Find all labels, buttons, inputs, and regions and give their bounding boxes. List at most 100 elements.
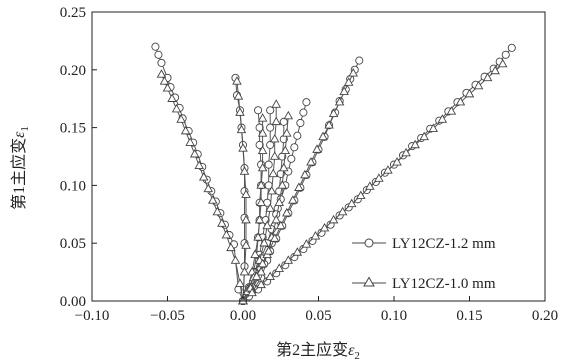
data-point-triangle — [437, 114, 448, 123]
data-point-triangle — [348, 68, 359, 77]
data-point-triangle — [410, 139, 420, 149]
data-point-circle — [293, 131, 302, 140]
data-point-triangle — [300, 169, 310, 179]
data-point-triangle — [464, 88, 475, 98]
data-point-triangle — [257, 162, 268, 172]
y-tick-label: 0.00 — [60, 294, 86, 310]
series-layer — [151, 42, 516, 306]
data-point-triangle — [490, 65, 500, 75]
data-point-triangle — [247, 287, 257, 297]
data-point-triangle — [319, 222, 330, 232]
x-tick-label: 0.15 — [456, 308, 482, 324]
data-point-triangle — [241, 189, 251, 198]
data-point-triangle — [446, 106, 457, 115]
data-point-triangle — [269, 133, 280, 143]
data-point-circle — [287, 154, 296, 163]
data-point-triangle — [230, 255, 241, 264]
data-point-triangle — [268, 168, 278, 178]
data-point-circle — [254, 106, 263, 115]
data-point-triangle — [328, 214, 339, 224]
data-point-triangle — [167, 93, 177, 102]
series-line — [161, 74, 244, 302]
data-point-triangle — [294, 182, 304, 191]
data-point-triangle — [334, 96, 345, 106]
data-point-triangle — [280, 145, 291, 154]
data-point-circle — [299, 108, 308, 117]
data-point-triangle — [159, 76, 170, 85]
data-point-triangle — [278, 162, 289, 172]
y-tick-label: 0.25 — [60, 5, 86, 21]
data-point-triangle — [235, 107, 245, 116]
data-point-triangle — [419, 131, 429, 141]
data-point-triangle — [232, 76, 242, 85]
x-tick-label: 0.10 — [381, 308, 407, 324]
data-point-triangle — [257, 145, 268, 154]
data-point-triangle — [241, 214, 251, 224]
data-point-circle — [296, 118, 305, 128]
data-point-triangle — [282, 207, 292, 217]
data-point-triangle — [180, 125, 191, 135]
data-point-triangle — [374, 173, 384, 182]
data-point-circle — [355, 56, 364, 65]
data-point-triangle — [473, 80, 484, 90]
data-point-triangle — [156, 69, 167, 78]
data-point-triangle — [263, 246, 274, 255]
data-point-triangle — [282, 128, 292, 137]
data-point-triangle — [257, 128, 268, 137]
y-tick-label: 0.05 — [60, 236, 86, 252]
series-1 — [151, 42, 516, 306]
data-point-triangle — [194, 160, 204, 169]
legend-item-series-2: LY12CZ-1.0 mm — [352, 276, 496, 292]
data-point-triangle — [256, 197, 266, 206]
data-point-triangle — [428, 123, 439, 133]
data-point-triangle — [497, 58, 508, 68]
legend-marker-triangle-icon — [363, 276, 375, 287]
x-axis-title-subscript: 2 — [354, 350, 360, 361]
y-tick-label: 0.15 — [60, 121, 86, 137]
data-point-triangle — [256, 279, 266, 289]
x-tick-label: 0.05 — [305, 308, 331, 324]
legend: LY12CZ-1.2 mm LY12CZ-1.0 mm — [352, 236, 496, 292]
data-point-triangle — [198, 172, 209, 181]
data-point-triangle — [162, 83, 173, 92]
data-point-triangle — [257, 258, 268, 268]
data-point-triangle — [185, 137, 195, 146]
data-point-circle — [151, 42, 160, 51]
data-point-triangle — [271, 214, 281, 224]
data-point-circle — [501, 50, 510, 59]
data-point-circle — [290, 143, 299, 152]
data-point-triangle — [208, 195, 218, 204]
data-point-triangle — [365, 181, 375, 190]
data-point-triangle — [254, 214, 265, 224]
y-axis-title-main: 第1主应变 — [9, 138, 28, 210]
data-point-triangle — [301, 239, 312, 248]
axis-layer: −0.10 −0.05 0.00 0.05 0.10 0.15 0.20 0.00 0.05 0.… — [60, 5, 558, 324]
data-point-triangle — [328, 108, 339, 117]
data-point-triangle — [318, 131, 328, 141]
data-point-triangle — [251, 271, 262, 280]
y-tick-label: 0.20 — [60, 63, 86, 79]
data-point-triangle — [171, 103, 182, 113]
y-axis-title-symbol: ε — [11, 131, 28, 138]
data-point-circle — [154, 50, 163, 59]
data-point-triangle — [256, 180, 266, 189]
data-point-triangle — [266, 185, 277, 195]
data-point-triangle — [226, 242, 236, 252]
data-point-triangle — [288, 195, 298, 204]
y-axis-title-subscript: 1 — [19, 126, 31, 132]
data-point-triangle — [265, 271, 275, 280]
y-tick-label: 0.10 — [60, 178, 86, 194]
x-axis-title: 第2主应变ε2 — [276, 340, 360, 361]
data-point-triangle — [259, 237, 269, 247]
data-point-circle — [255, 140, 264, 149]
data-point-triangle — [265, 203, 275, 212]
data-point-triangle — [343, 77, 354, 86]
x-tick-label: 0.00 — [230, 308, 256, 324]
data-point-triangle — [310, 231, 321, 240]
data-point-triangle — [176, 114, 186, 123]
data-point-triangle — [189, 148, 200, 158]
y-axis-title: 第1主应变ε1 — [9, 126, 31, 210]
data-point-circle — [266, 140, 275, 149]
data-point-circle — [302, 98, 311, 107]
data-point-triangle — [283, 110, 294, 120]
